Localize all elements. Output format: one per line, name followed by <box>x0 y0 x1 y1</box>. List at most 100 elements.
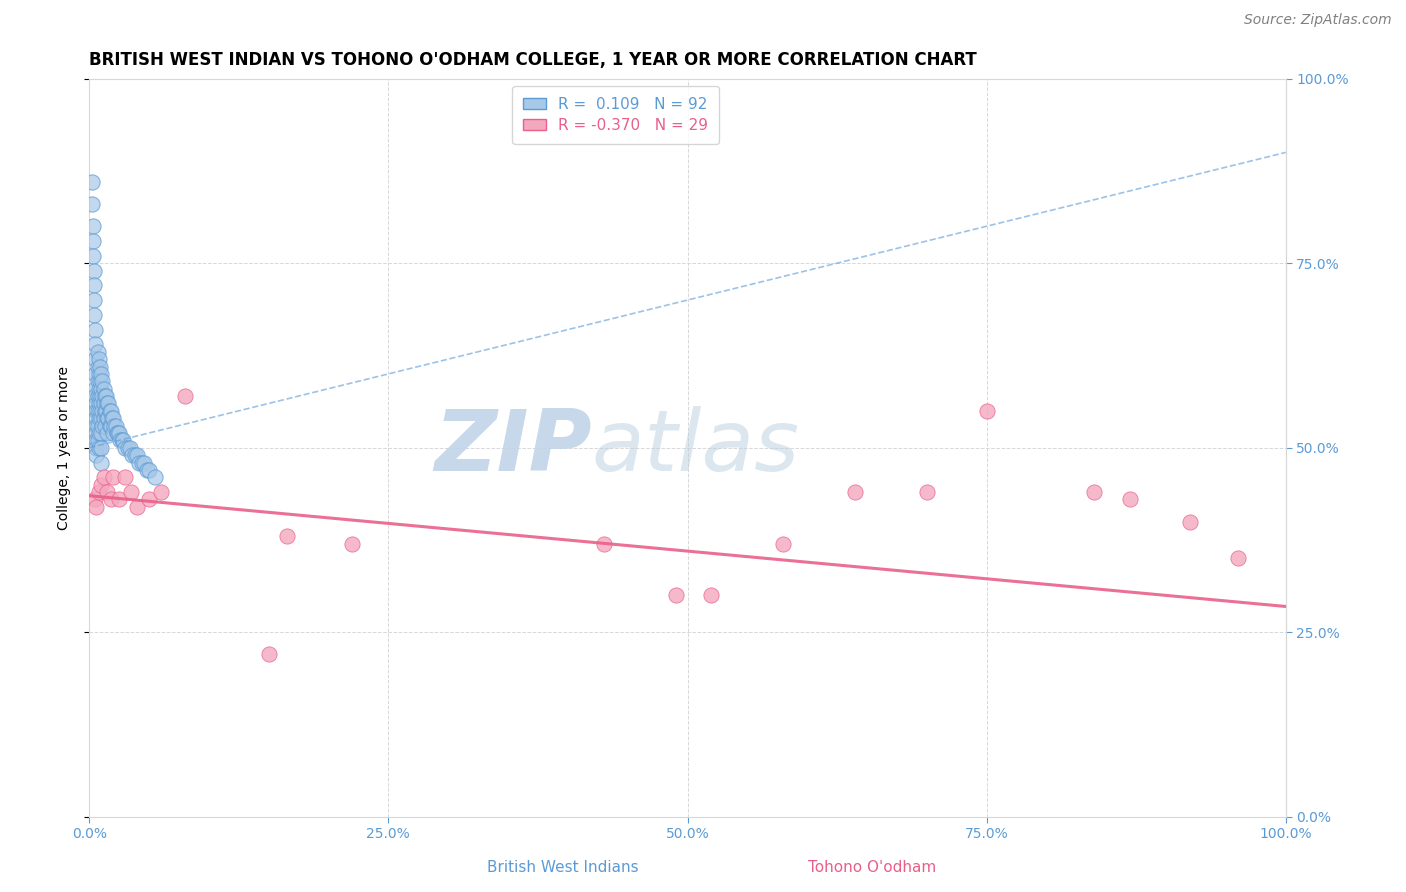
Point <box>87 352 110 367</box>
Point <box>844 485 866 500</box>
Point <box>86 344 108 359</box>
Point <box>108 425 131 440</box>
Point <box>97 411 120 425</box>
Point <box>976 404 998 418</box>
Point <box>276 529 298 543</box>
Point <box>96 411 118 425</box>
Point <box>94 404 117 418</box>
Point <box>86 418 108 433</box>
Point <box>1083 485 1105 500</box>
Point <box>87 485 110 500</box>
Point <box>96 485 118 500</box>
Point <box>84 492 107 507</box>
Point <box>80 197 103 211</box>
Point <box>87 441 110 455</box>
Point <box>83 308 105 322</box>
Point <box>83 263 105 277</box>
Point <box>342 537 364 551</box>
Point <box>105 425 128 440</box>
Point <box>101 411 124 425</box>
Point <box>110 434 132 448</box>
Point <box>86 396 108 410</box>
Point <box>111 434 134 448</box>
Point <box>143 470 166 484</box>
Point <box>90 441 112 455</box>
Point <box>94 418 117 433</box>
Point <box>91 418 114 433</box>
Point <box>127 500 149 514</box>
Point <box>87 396 110 410</box>
Point <box>80 175 103 189</box>
Point <box>83 278 105 293</box>
Point <box>84 389 107 403</box>
Text: British West Indians: British West Indians <box>486 861 638 875</box>
Point <box>94 389 117 403</box>
Point <box>91 404 114 418</box>
Point <box>89 389 111 403</box>
Point <box>87 367 110 381</box>
Point <box>87 411 110 425</box>
Point <box>89 359 111 374</box>
Point <box>86 389 108 403</box>
Point <box>90 456 112 470</box>
Point <box>107 425 129 440</box>
Point <box>128 456 150 470</box>
Point <box>86 500 108 514</box>
Point <box>82 249 104 263</box>
Point <box>82 234 104 248</box>
Point <box>93 411 115 425</box>
Point <box>84 382 107 396</box>
Point <box>174 389 197 403</box>
Text: Tohono O'odham: Tohono O'odham <box>807 861 936 875</box>
Point <box>86 411 108 425</box>
Point <box>108 492 131 507</box>
Point <box>90 411 112 425</box>
Point <box>98 404 121 418</box>
Point <box>86 425 108 440</box>
Point <box>84 367 107 381</box>
Point <box>93 396 115 410</box>
Point <box>94 389 117 403</box>
Point <box>84 323 107 337</box>
Point <box>100 492 122 507</box>
Text: ZIP: ZIP <box>434 406 592 489</box>
Text: BRITISH WEST INDIAN VS TOHONO O'ODHAM COLLEGE, 1 YEAR OR MORE CORRELATION CHART: BRITISH WEST INDIAN VS TOHONO O'ODHAM CO… <box>89 51 977 69</box>
Point <box>118 441 141 455</box>
Point <box>103 418 125 433</box>
Point <box>97 396 120 410</box>
Point <box>82 219 104 234</box>
Point <box>100 418 122 433</box>
Point <box>138 463 160 477</box>
Point <box>110 434 132 448</box>
Point <box>915 485 938 500</box>
Point <box>127 448 149 462</box>
Point <box>257 648 280 662</box>
Legend: R =  0.109   N = 92, R = -0.370   N = 29: R = 0.109 N = 92, R = -0.370 N = 29 <box>512 87 718 144</box>
Point <box>124 448 146 462</box>
Point <box>86 441 108 455</box>
Point <box>114 470 136 484</box>
Point <box>90 382 112 396</box>
Point <box>87 382 110 396</box>
Point <box>150 485 173 500</box>
Point <box>1178 515 1201 529</box>
Point <box>86 448 108 462</box>
Point <box>94 404 117 418</box>
Point <box>96 396 118 410</box>
Point <box>101 470 124 484</box>
Point <box>90 425 112 440</box>
Point <box>86 434 108 448</box>
Point <box>86 374 108 388</box>
Point <box>135 463 157 477</box>
Point <box>117 441 139 455</box>
Point <box>98 418 121 433</box>
Point <box>138 492 160 507</box>
Point <box>592 537 614 551</box>
Point <box>1226 551 1249 566</box>
Point <box>91 374 114 388</box>
Point <box>86 359 108 374</box>
Point <box>131 456 153 470</box>
Point <box>84 337 107 351</box>
Point <box>91 389 114 403</box>
Point <box>86 404 108 418</box>
